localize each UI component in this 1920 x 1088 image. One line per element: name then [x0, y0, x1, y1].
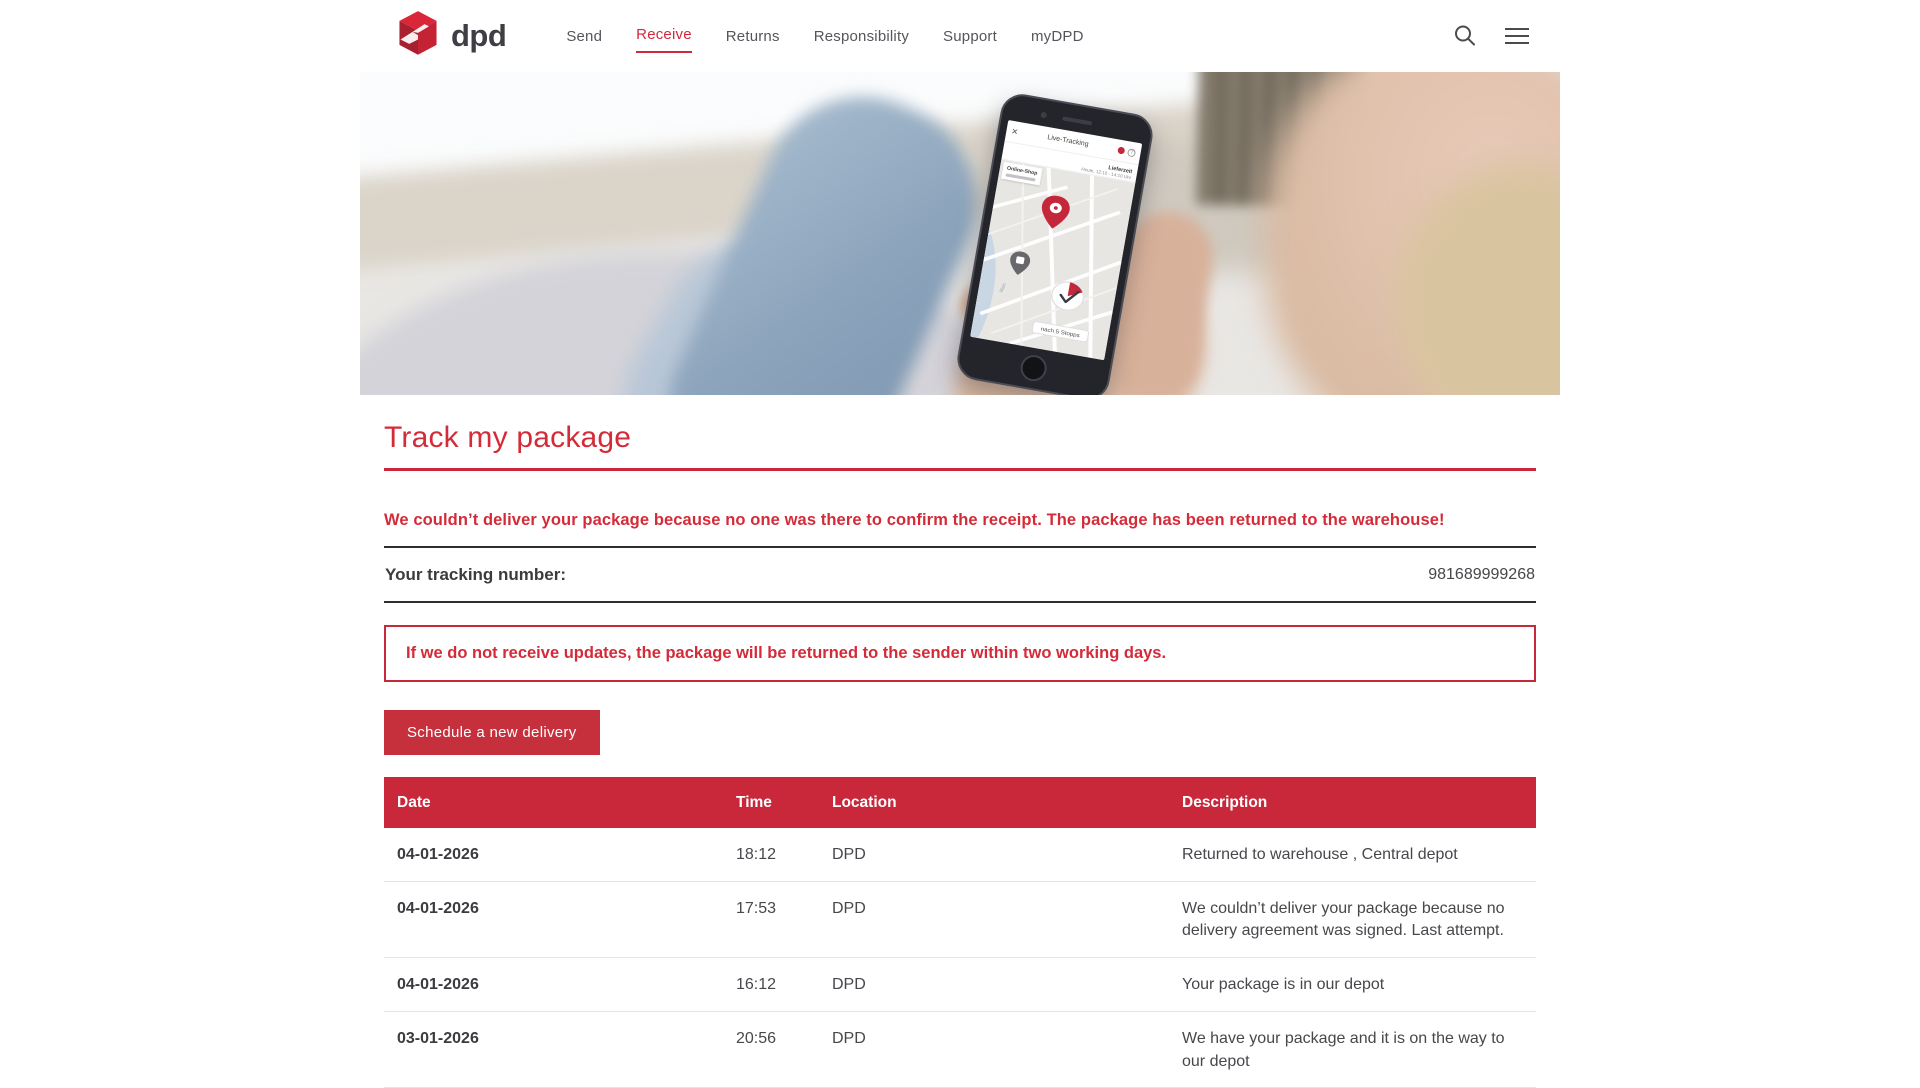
hero-phone: ✕ Live-Tracking ? Lieferzeit Heute, 12:1…: [953, 90, 1157, 395]
cell-date: 04-01-2026: [397, 846, 479, 863]
phone-camera: [1040, 111, 1048, 119]
search-icon[interactable]: [1452, 23, 1478, 49]
hero-image: ✕ Live-Tracking ? Lieferzeit Heute, 12:1…: [360, 72, 1560, 395]
dpd-logo[interactable]: dpd: [396, 10, 507, 63]
hamburger-menu-icon[interactable]: [1504, 26, 1530, 46]
map-river-label: Main: [998, 282, 1007, 293]
main-nav: Send Receive Returns Responsibility Supp…: [566, 20, 1083, 53]
cell-time: 20:56: [736, 1029, 777, 1047]
dpd-logo-text: dpd: [451, 18, 507, 53]
column-header-date: Date: [397, 794, 431, 811]
table-row: 04-01-2026 18:12 DPD Returned to warehou…: [384, 828, 1536, 882]
phone-home-button: [1018, 353, 1049, 384]
nav-item-receive[interactable]: Receive: [636, 20, 692, 53]
phone-speaker: [1062, 116, 1093, 126]
phone-help-icon: ?: [1126, 147, 1137, 157]
cell-time: 18:12: [736, 846, 777, 863]
phone-screen: ✕ Live-Tracking ? Lieferzeit Heute, 12:1…: [970, 119, 1143, 361]
column-header-description: Description: [1182, 794, 1268, 811]
cell-location: DPD: [832, 846, 866, 863]
nav-item-returns[interactable]: Returns: [725, 27, 780, 45]
column-header-location: Location: [832, 794, 897, 811]
column-header-time: Time: [736, 794, 772, 811]
divider: [384, 546, 1536, 548]
cell-time: 17:53: [736, 899, 777, 917]
tracking-number-value: 981689999268: [1428, 566, 1535, 583]
delivery-warning-text: We couldn’t deliver your package because…: [384, 511, 1445, 529]
tracking-history-table: Date Time Location Description 04-01-202…: [384, 777, 1536, 1088]
table-row: 04-01-2026 17:53 DPD We couldn’t deliver…: [384, 882, 1536, 959]
phone-parcel-icon: [1117, 146, 1126, 155]
cell-description: We have your package and it is on the wa…: [1182, 1029, 1505, 1070]
cell-date: 04-01-2026: [397, 899, 479, 917]
tracking-number-row: Your tracking number: 981689999268: [384, 548, 1536, 601]
cell-description: We couldn’t deliver your package because…: [1182, 899, 1505, 940]
cell-date: 04-01-2026: [397, 976, 479, 994]
page-title: Track my package: [384, 421, 632, 454]
divider: [384, 601, 1536, 603]
tracking-number-label: Your tracking number:: [385, 565, 567, 584]
nav-item-mydpd[interactable]: myDPD: [1030, 27, 1084, 45]
return-notice-box: If we do not receive updates, the packag…: [384, 625, 1536, 682]
site-header: dpd Send Receive Returns Responsibility …: [0, 0, 1920, 72]
dpd-cube-icon: [396, 10, 440, 63]
cell-location: DPD: [832, 976, 866, 994]
cell-location: DPD: [832, 1029, 866, 1047]
table-row: 04-01-2026 16:12 DPD Your package is in …: [384, 958, 1536, 1012]
title-underline: [384, 468, 1536, 471]
table-row: 03-01-2026 20:56 DPD We have your packag…: [384, 1012, 1536, 1088]
schedule-new-delivery-button[interactable]: Schedule a new delivery: [384, 710, 600, 755]
cell-description: Returned to warehouse , Central depot: [1182, 846, 1458, 863]
cell-description: Your package is in our depot: [1182, 976, 1385, 994]
table-header-row: Date Time Location Description: [384, 777, 1536, 828]
nav-item-support[interactable]: Support: [943, 27, 997, 45]
phone-map: Main nach 5 Stopps: [970, 159, 1136, 361]
return-notice-text: If we do not receive updates, the packag…: [406, 644, 1167, 662]
cell-date: 03-01-2026: [397, 1029, 479, 1047]
main-content: Track my package We couldn’t deliver you…: [360, 421, 1560, 1088]
cell-time: 16:12: [736, 976, 777, 994]
nav-item-send[interactable]: Send: [566, 27, 603, 45]
cell-location: DPD: [832, 899, 866, 917]
nav-item-responsibility[interactable]: Responsibility: [813, 27, 910, 45]
